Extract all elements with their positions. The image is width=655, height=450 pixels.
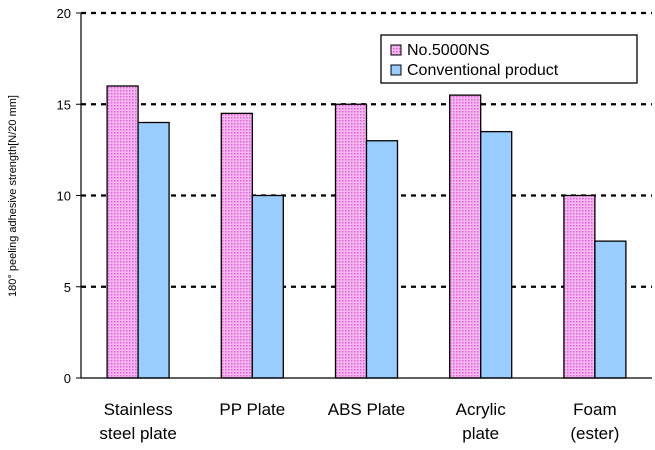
y-tick-label: 10: [57, 189, 71, 204]
y-axis-label: 180° peeling adhesive strength[N/20 mm]: [7, 95, 19, 297]
bar: [365, 140, 399, 379]
x-tick-label: Stainless steel plate: [99, 400, 177, 443]
y-tick-labels: 0 5 10 15 20: [57, 6, 71, 386]
x-tick-label: Acrylic plate: [456, 400, 507, 443]
legend-label: Conventional product: [407, 62, 559, 79]
bar: [594, 240, 627, 379]
legend-swatch: [390, 64, 402, 76]
y-tick-label: 0: [64, 371, 71, 386]
bar: [251, 194, 284, 379]
bar: [480, 130, 513, 379]
bars: [106, 85, 627, 379]
legend-swatch: [390, 44, 402, 56]
bar: [137, 121, 170, 379]
legend-box: [380, 34, 638, 84]
x-tick-label: ABS Plate: [328, 400, 406, 419]
bar: [106, 85, 139, 379]
legend-label: No.5000NS: [407, 42, 490, 59]
bar: [563, 194, 596, 379]
x-tick-labels: Stainless steel plate PP Plate ABS Plate Acr…: [99, 400, 619, 443]
bar: [334, 103, 368, 379]
legend: No.5000NS Conventional product: [380, 34, 638, 84]
axes: [76, 12, 652, 379]
bar: [220, 112, 253, 379]
y-tick-label: 5: [64, 280, 71, 295]
y-tick-label: 15: [57, 97, 71, 112]
x-tick-label: PP Plate: [219, 400, 285, 419]
bar: [449, 94, 482, 379]
y-tick-label: 20: [57, 6, 71, 21]
x-tick-label: Foam (ester): [570, 400, 619, 443]
